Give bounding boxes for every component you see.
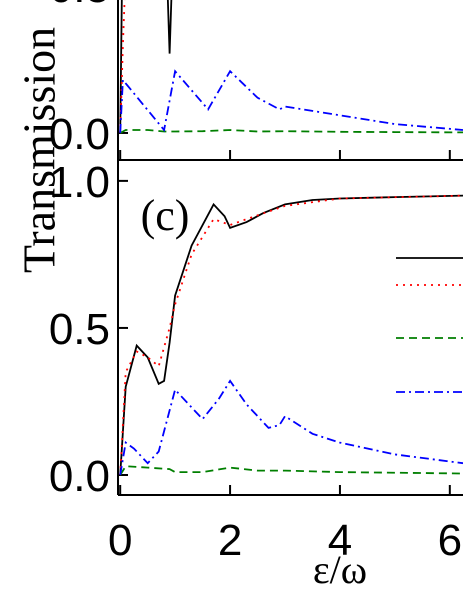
y-tick-label: 0.0 (49, 452, 110, 501)
x-tick-label: 6 (438, 516, 462, 565)
series-line (119, 69, 463, 134)
y-axis-label: Transmission (14, 27, 65, 273)
series-line (119, 129, 463, 134)
x-tick-label: 2 (218, 516, 242, 565)
y-tick-label: 0.5 (49, 305, 110, 354)
x-tick-label: 0 (108, 516, 132, 565)
x-axis-label: ε/ω (313, 547, 367, 592)
y-tick-label: 1.0 (49, 158, 110, 207)
y-tick-label: 0.0 (49, 110, 110, 159)
series-line (119, 465, 463, 476)
series-line (119, 379, 463, 476)
x-tick-label: 4 (328, 516, 352, 565)
y-tick-label: 0.5 (49, 0, 110, 12)
panel-label: (c) (141, 191, 190, 240)
series-line (119, 194, 463, 476)
